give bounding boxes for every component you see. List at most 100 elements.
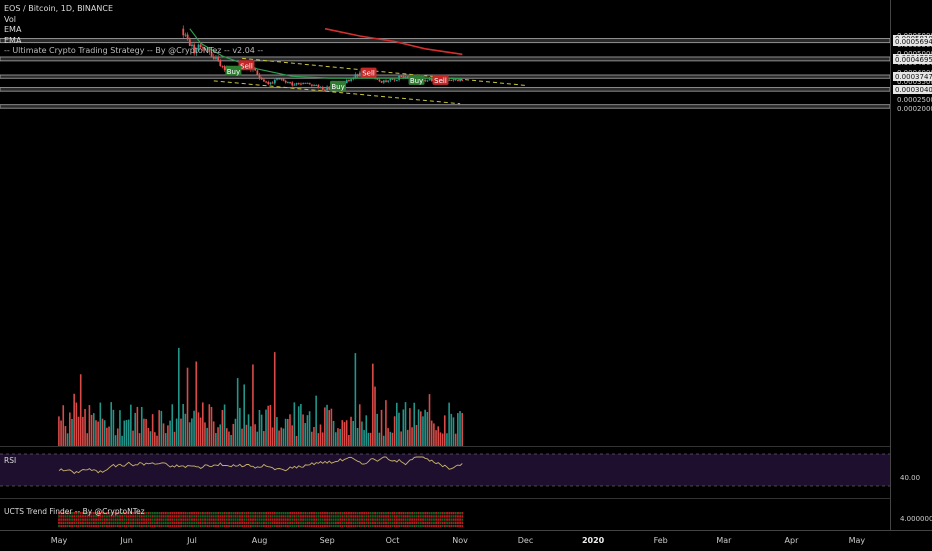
trend-finder-cell — [319, 518, 322, 521]
trend-finder-cell — [103, 524, 106, 528]
trend-finder-cell — [396, 512, 398, 515]
trend-finder-cell — [428, 512, 431, 515]
trend-finder-cell — [158, 515, 161, 518]
trend-finder-cell — [243, 512, 246, 515]
trend-finder-cell — [173, 512, 176, 515]
sell-signal: Sell — [432, 74, 449, 85]
trend-finder-cell — [269, 521, 272, 524]
trend-finder-cell — [454, 518, 457, 521]
candle-body — [382, 80, 385, 83]
trend-finder-cell — [145, 518, 148, 521]
trend-finder-cell — [289, 518, 291, 521]
strategy-title[interactable]: -- Ultimate Crypto Trading Strategy -- B… — [4, 46, 264, 55]
trend-finder-cell — [243, 524, 246, 528]
trend-finder-cell — [134, 512, 137, 515]
trend-finder-cell — [232, 512, 235, 515]
trend-finder-cell — [413, 524, 416, 528]
volume-bar — [101, 418, 104, 446]
trend-finder-cell — [239, 518, 241, 521]
trend-finder-cell — [99, 518, 102, 521]
trend-finder-cell — [404, 521, 407, 524]
trend-finder-cell — [365, 524, 368, 528]
trend-finder-cell — [269, 524, 272, 528]
trend-finder-cell — [69, 515, 71, 518]
trend-finder-cell — [116, 524, 119, 528]
trend-finder-cell — [457, 524, 459, 528]
trend-finder-cell — [154, 515, 156, 518]
trend-finder-cell — [295, 524, 298, 528]
trend-finder-cell — [328, 524, 331, 528]
buy-signal: Buy — [330, 80, 347, 91]
volume-bar — [271, 427, 274, 446]
trend-finder-cell — [156, 512, 158, 515]
trend-finder-cell — [73, 518, 76, 521]
trend-finder-cell — [435, 524, 438, 528]
trend-finder-cell — [82, 524, 84, 528]
trend-finder-cell — [260, 521, 263, 524]
trend-finder-cell — [108, 515, 111, 518]
trend-finder-cell — [324, 521, 326, 524]
volume-bar — [459, 411, 461, 446]
volume-bar — [147, 427, 150, 446]
trend-finder-cell — [95, 524, 97, 528]
volume-bar — [415, 424, 418, 446]
indicator-vol[interactable]: Vol — [4, 14, 16, 24]
trend-finder-cell — [232, 521, 235, 524]
time-tick-label: 2020 — [581, 536, 605, 545]
trend-finder-cell — [199, 515, 202, 518]
trend-finder-cell — [374, 515, 376, 518]
trend-finder-cell — [435, 512, 438, 515]
trend-finder-cell — [454, 515, 457, 518]
trend-finder-cell — [88, 521, 91, 524]
trend-finder-cell — [380, 512, 383, 515]
indicator-ema-2[interactable]: EMA — [4, 35, 22, 45]
trend-finder-cell — [199, 524, 202, 528]
volume-bar — [422, 416, 424, 446]
trend-finder-cell — [258, 524, 261, 528]
trend-finder-cell — [461, 518, 464, 521]
candle-body — [324, 89, 326, 91]
time-axis[interactable]: May Jun Jul Aug Sep Oct Nov Dec 2020 Feb Mar Apr May — [0, 530, 932, 551]
volume-bar — [297, 406, 300, 446]
trend-finder-cell — [138, 524, 141, 528]
volume-bar — [345, 420, 348, 446]
trend-finder-cell — [92, 515, 95, 518]
main-chart-area[interactable]: Sell Buy Sell Buy Sell Buy EOS / Bitcoin, 1D,… — [0, 0, 891, 530]
trend-finder-cell — [278, 521, 281, 524]
trend-finder-cell — [339, 524, 342, 528]
pane-separator-trend[interactable] — [0, 498, 890, 499]
volume-bar — [75, 402, 78, 446]
candle-body — [459, 80, 462, 82]
trend-finder-cell — [178, 521, 180, 524]
trend-finder-cell — [239, 521, 241, 524]
candle-body — [221, 66, 224, 68]
trend-finder-cell — [452, 521, 455, 524]
trend-finder-cell — [398, 512, 400, 515]
volume-bar — [358, 404, 361, 446]
trend-finder-cell — [184, 512, 187, 515]
volume-bar — [411, 427, 413, 446]
price-axis[interactable]: 0.000600000.000550000.000500000.00045000… — [890, 0, 932, 530]
symbol-title[interactable]: EOS / Bitcoin, 1D, BINANCE — [4, 4, 113, 13]
trend-finder-cell — [116, 512, 119, 515]
volume-bar — [88, 405, 91, 446]
trend-finder-cell — [197, 521, 200, 524]
time-tick-label: May — [848, 536, 866, 545]
volume-bar — [376, 413, 378, 446]
trend-finder-cell — [396, 524, 398, 528]
pane-separator-rsi[interactable] — [0, 446, 890, 447]
trend-finder-cell — [267, 521, 270, 524]
trend-finder-cell — [136, 521, 139, 524]
trend-finder-cell — [300, 521, 302, 524]
volume-bar — [439, 432, 442, 446]
trend-finder-cell — [387, 518, 390, 521]
trend-finder-cell — [127, 521, 130, 524]
indicator-ema-1[interactable]: EMA — [4, 25, 22, 34]
candle-body — [186, 34, 189, 40]
trend-finder-cell — [134, 515, 137, 518]
trend-finder-cell — [225, 512, 228, 515]
trend-finder-cell — [182, 512, 185, 515]
trend-finder-cell — [71, 515, 73, 518]
